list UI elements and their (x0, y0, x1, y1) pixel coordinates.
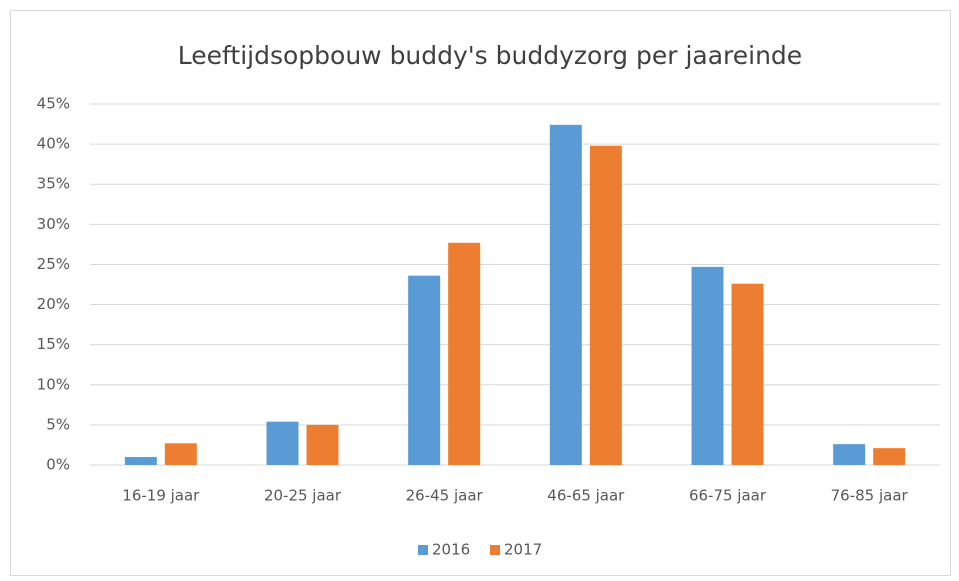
bar (164, 443, 197, 465)
bar (306, 424, 339, 465)
legend-label: 2017 (504, 541, 542, 559)
chart-title: Leeftijdsopbouw buddy's buddyzorg per ja… (178, 41, 802, 70)
y-tick-label: 25% (37, 255, 70, 273)
bar (589, 145, 622, 465)
bar (549, 124, 582, 465)
x-tick-label: 16-19 jaar (122, 487, 200, 505)
bar (266, 421, 299, 465)
y-tick-label: 5% (46, 415, 70, 433)
legend-swatch (490, 545, 500, 555)
bar (691, 266, 724, 465)
bar (731, 283, 764, 465)
y-tick-label: 15% (37, 335, 70, 353)
bar (833, 444, 866, 465)
y-tick-label: 45% (37, 95, 70, 113)
chart-frame (10, 10, 951, 576)
x-tick-label: 20-25 jaar (264, 487, 342, 505)
y-tick-label: 30% (37, 215, 70, 233)
y-tick-label: 40% (37, 135, 70, 153)
x-tick-label: 66-75 jaar (689, 487, 767, 505)
bar (408, 275, 441, 465)
x-tick-label: 26-45 jaar (406, 487, 484, 505)
y-tick-label: 20% (37, 295, 70, 313)
x-tick-label: 76-85 jaar (831, 487, 909, 505)
bar (448, 242, 481, 465)
y-tick-label: 35% (37, 175, 70, 193)
legend-swatch (418, 545, 428, 555)
bar (124, 456, 157, 465)
y-tick-label: 10% (37, 375, 70, 393)
bar (873, 448, 906, 465)
y-tick-label: 0% (46, 456, 70, 474)
x-tick-label: 46-65 jaar (547, 487, 625, 505)
legend-label: 2016 (432, 541, 470, 559)
